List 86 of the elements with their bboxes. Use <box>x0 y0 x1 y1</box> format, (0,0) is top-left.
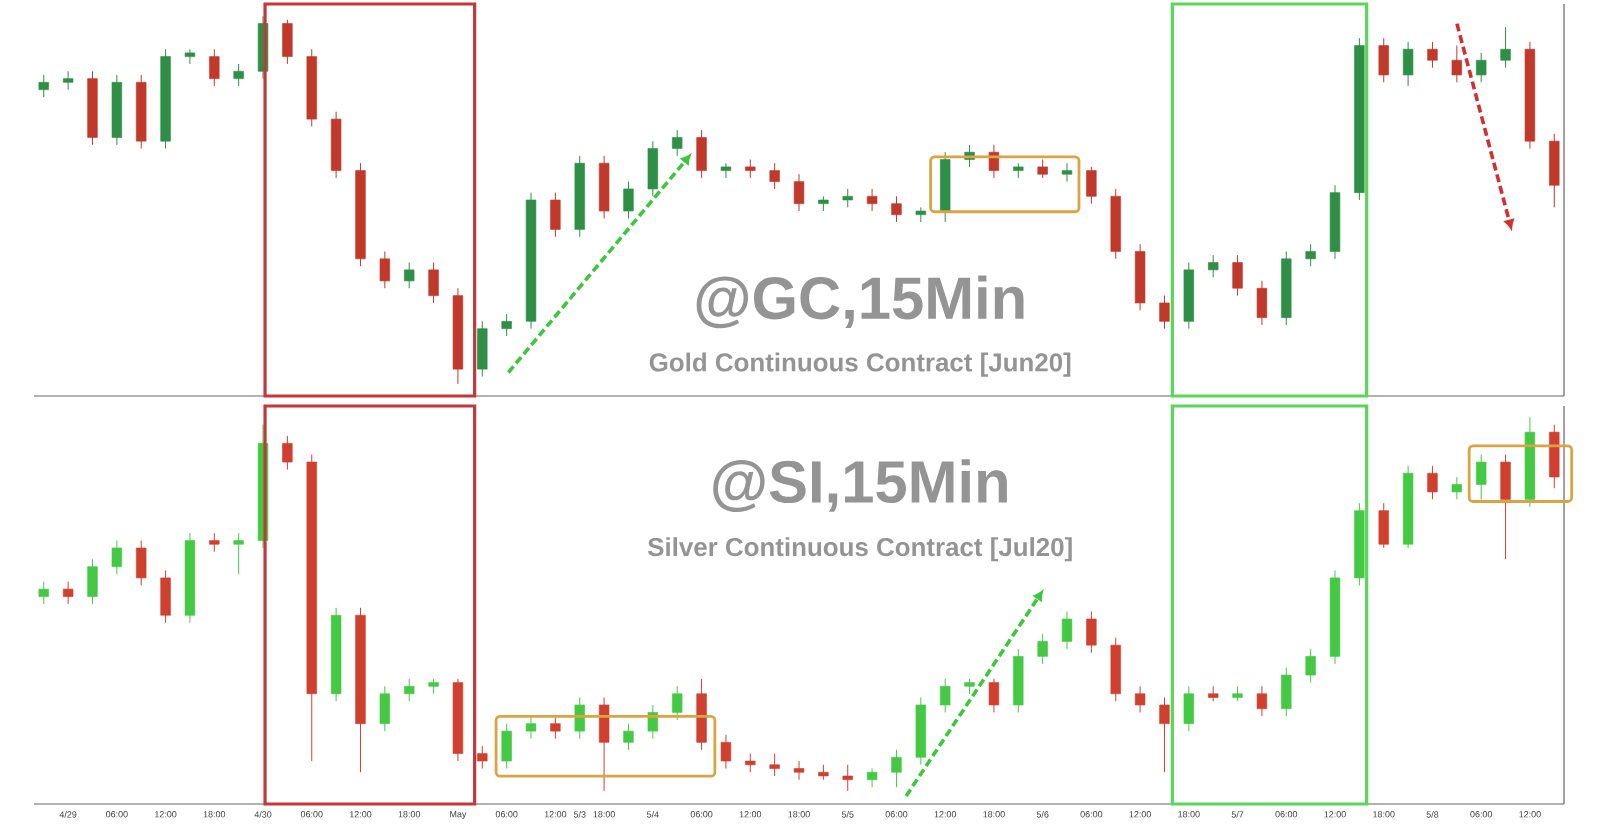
candlestick <box>550 715 561 740</box>
candlestick <box>623 723 634 751</box>
candlestick <box>1061 162 1073 183</box>
candlestick <box>988 678 1000 713</box>
candlestick <box>1378 37 1389 83</box>
candlestick <box>866 768 878 788</box>
candlestick <box>672 685 683 721</box>
candlestick <box>891 749 902 788</box>
candlestick <box>940 678 951 713</box>
candlestick <box>866 188 878 212</box>
candlestick <box>525 715 537 740</box>
candlestick <box>111 540 123 575</box>
candlestick <box>696 129 707 179</box>
candlestick <box>282 435 293 471</box>
candlestick <box>672 129 683 157</box>
candlestick <box>891 195 902 223</box>
candlestick <box>574 696 585 740</box>
candlestick <box>62 70 74 91</box>
candlestick <box>1281 667 1292 717</box>
candlestick <box>623 181 634 219</box>
candlestick <box>1476 454 1487 500</box>
candlestick <box>209 532 220 553</box>
candlestick <box>233 532 244 575</box>
candlestick <box>428 262 439 304</box>
candlestick <box>1402 41 1414 87</box>
annotation: Silver Continuous Contract [Jul20] <box>647 537 1072 562</box>
candlestick <box>379 685 391 732</box>
candlestick <box>1232 254 1243 297</box>
candlestick <box>62 581 74 605</box>
candlestick <box>184 48 196 65</box>
candlestick <box>793 173 805 212</box>
candlestick <box>720 162 732 179</box>
candlestick <box>404 262 415 289</box>
candlestick <box>1500 454 1511 560</box>
candlestick <box>1451 45 1462 83</box>
candlestick <box>1549 424 1560 489</box>
candlestick <box>1305 243 1316 267</box>
candlestick <box>233 63 244 87</box>
candlestick <box>1086 611 1097 654</box>
candlestick <box>404 678 415 702</box>
candlestick <box>1086 166 1097 205</box>
candlestick <box>379 250 391 289</box>
candlestick <box>842 764 853 792</box>
candlestick <box>745 753 756 773</box>
candlestick <box>501 313 512 337</box>
candlestick <box>1476 52 1487 83</box>
candlestick <box>1256 280 1268 326</box>
candlestick <box>598 696 610 792</box>
candlestick <box>209 48 220 87</box>
candlestick <box>1183 685 1195 732</box>
candlestick <box>1256 685 1268 717</box>
annotation: Gold Continuous Contract [Jun20] <box>649 352 1071 377</box>
candlestick <box>1061 611 1073 650</box>
candlestick <box>769 753 780 777</box>
candlestick <box>160 569 171 624</box>
candlestick <box>477 745 488 769</box>
annotation: @GC,15Min <box>696 275 1024 329</box>
candlestick <box>1159 295 1170 330</box>
candlestick <box>136 540 147 586</box>
candlestick <box>1134 685 1146 713</box>
candlestick <box>842 188 853 208</box>
candlestick <box>769 162 780 190</box>
candlestick <box>38 581 49 605</box>
candlestick <box>1500 26 1511 69</box>
candlestick <box>598 155 610 219</box>
candlestick <box>1378 502 1389 549</box>
candlestick <box>1549 133 1560 208</box>
candlestick <box>647 140 659 197</box>
candlestick <box>1451 476 1462 500</box>
candlestick <box>1305 648 1316 684</box>
candlestick <box>1037 159 1048 179</box>
candlestick <box>87 558 98 605</box>
candlestick <box>720 734 732 769</box>
candlestick <box>550 192 561 238</box>
candlestick <box>477 320 488 378</box>
candlestick <box>793 760 805 781</box>
candlestick <box>282 19 293 65</box>
candlestick <box>745 159 756 179</box>
candlestick <box>1427 41 1438 69</box>
candlestick <box>1427 465 1438 500</box>
candlestick <box>1159 696 1170 773</box>
candlestick <box>38 74 49 98</box>
candlestick <box>501 723 512 769</box>
annotation: @SI,15Min <box>713 459 1007 512</box>
candlestick <box>1208 254 1219 278</box>
candlestick <box>1037 633 1048 665</box>
